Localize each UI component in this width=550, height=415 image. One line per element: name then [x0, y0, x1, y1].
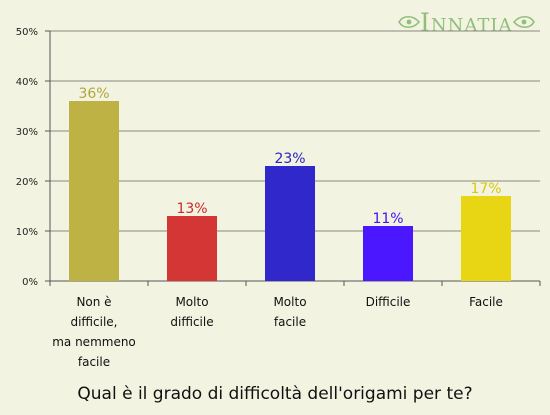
- bar: [69, 101, 119, 281]
- data-label: 17%: [470, 181, 501, 197]
- y-tick-label: 50%: [16, 27, 38, 38]
- data-label: 36%: [78, 86, 109, 102]
- bar: [265, 166, 315, 281]
- leaf-right-icon: [512, 15, 535, 29]
- y-tick-label: 40%: [16, 77, 38, 88]
- x-tick-label: Non è difficile, ma nemmeno facile: [52, 295, 136, 369]
- y-tick-label: 20%: [16, 177, 38, 188]
- x-tick-label: Molto difficile: [170, 295, 213, 329]
- data-label: 11%: [372, 211, 403, 227]
- data-label: 13%: [176, 201, 207, 217]
- x-tick-label: Molto facile: [273, 295, 306, 329]
- bar: [167, 216, 217, 281]
- data-label: 23%: [274, 151, 305, 167]
- bar: [461, 196, 511, 281]
- chart-title: Qual è il grado di difficoltà dell'origa…: [77, 384, 473, 404]
- x-tick-label: Difficile: [366, 295, 411, 309]
- y-tick-label: 10%: [16, 227, 38, 238]
- bar-chart: 0% 10% 20% 30% 40% 50% 36% Non è difficile, ma ne…: [16, 27, 541, 369]
- x-tick-label: Facile: [469, 295, 503, 309]
- leaf-left-icon: [398, 15, 420, 29]
- y-tick-label: 0%: [22, 277, 38, 288]
- innatia-logo: Innatia: [398, 4, 544, 40]
- y-tick-label: 30%: [16, 127, 38, 138]
- bar: [363, 226, 413, 281]
- logo-text: Innatia: [420, 7, 513, 37]
